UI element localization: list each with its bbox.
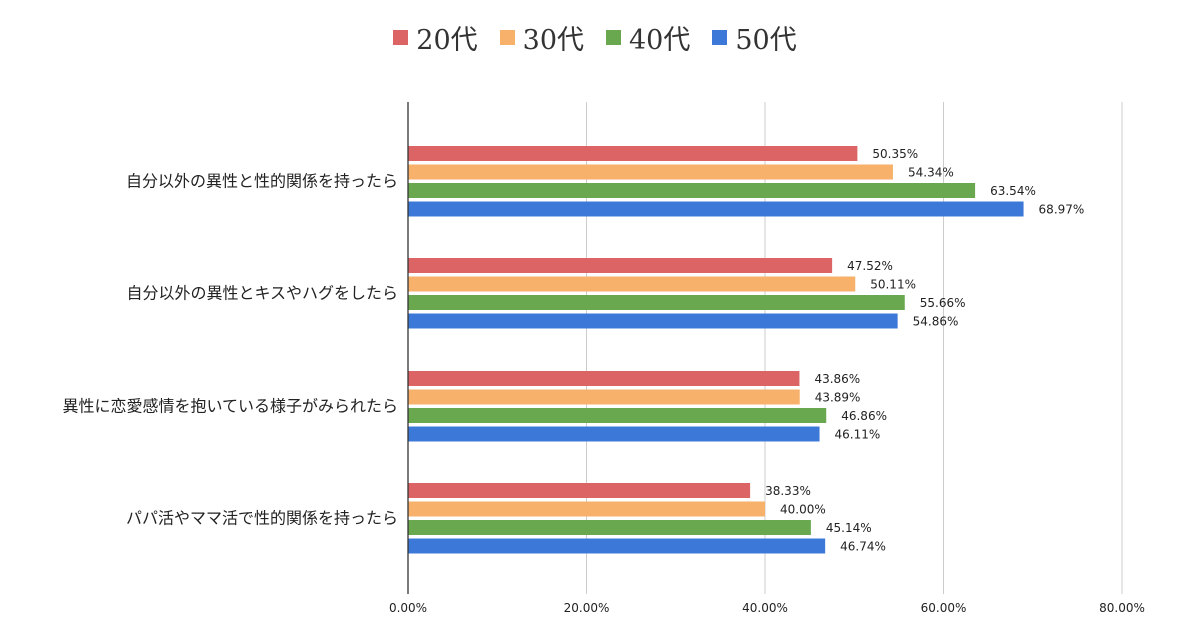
- data-label: 46.11%: [835, 428, 881, 442]
- bar: [408, 258, 833, 273]
- bar: [408, 389, 800, 405]
- bar: [408, 183, 976, 198]
- data-label: 43.89%: [815, 391, 861, 405]
- category-label: パパ活やママ活で性的関係を持ったら: [126, 508, 398, 527]
- x-tick-label: 60.00%: [921, 601, 967, 615]
- data-label: 50.35%: [872, 147, 918, 161]
- x-tick-label: 20.00%: [564, 601, 610, 615]
- data-label: 50.11%: [870, 278, 916, 292]
- data-label: 47.52%: [847, 259, 893, 273]
- bar: [408, 313, 898, 329]
- bar: [408, 426, 820, 442]
- data-label: 54.86%: [913, 315, 959, 329]
- legend-label: 40代: [629, 25, 691, 56]
- bar: [408, 295, 905, 310]
- legend-item: 40代: [606, 18, 690, 57]
- x-tick-label: 40.00%: [742, 601, 788, 615]
- data-label: 54.34%: [908, 166, 954, 180]
- category-label: 自分以外の異性とキスやハグをしたら: [126, 283, 398, 302]
- bar: [408, 371, 800, 386]
- bar: [408, 408, 827, 423]
- data-label: 45.14%: [826, 521, 872, 535]
- data-label: 38.33%: [765, 484, 811, 498]
- bar: [408, 276, 856, 292]
- bar: [408, 520, 811, 535]
- data-label: 43.86%: [814, 372, 860, 386]
- data-label: 40.00%: [780, 503, 826, 517]
- legend-item: 50代: [712, 18, 797, 57]
- legend-item: 20代: [393, 18, 478, 57]
- bar: [408, 538, 826, 554]
- legend-swatch: [712, 30, 728, 45]
- legend-swatch: [499, 30, 515, 45]
- legend-item: 30代: [499, 18, 584, 57]
- data-label: 46.74%: [840, 540, 886, 554]
- legend-label: 50代: [735, 25, 797, 56]
- legend-label: 30代: [522, 25, 584, 56]
- data-label: 63.54%: [990, 184, 1036, 198]
- bar: [408, 483, 751, 498]
- x-tick-label: 80.00%: [1099, 601, 1145, 615]
- legend-label: 20代: [416, 25, 478, 56]
- category-label: 異性に恋愛感情を抱いている様子がみられたら: [62, 396, 398, 415]
- legend: 20代 30代 40代 50代: [0, 18, 1190, 57]
- data-label: 55.66%: [920, 296, 966, 310]
- data-label: 68.97%: [1039, 203, 1085, 217]
- legend-swatch: [606, 30, 621, 45]
- x-tick-label: 0.00%: [389, 601, 427, 615]
- bar: [408, 146, 858, 161]
- bar: [408, 164, 893, 180]
- data-label: 46.86%: [841, 409, 887, 423]
- bar: [408, 201, 1024, 217]
- category-label: 自分以外の異性と性的関係を持ったら: [126, 171, 398, 190]
- bar: [408, 501, 765, 517]
- legend-swatch: [393, 30, 409, 45]
